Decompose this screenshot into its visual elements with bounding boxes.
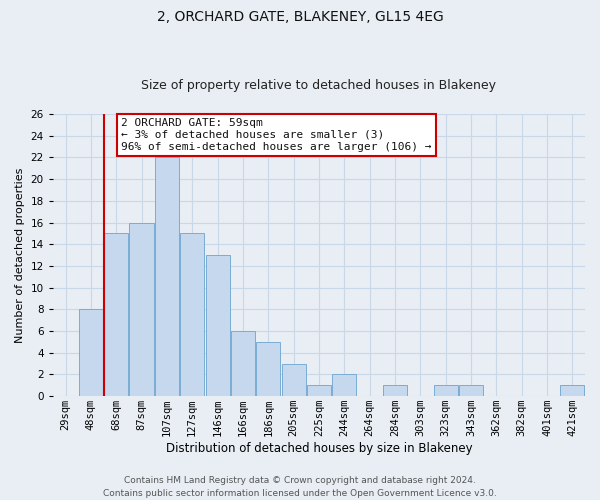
Bar — [307, 386, 331, 396]
Bar — [256, 342, 280, 396]
Bar — [155, 158, 179, 396]
Bar — [383, 386, 407, 396]
Bar — [459, 386, 483, 396]
Bar — [79, 310, 103, 396]
Bar — [231, 331, 255, 396]
Bar — [104, 234, 128, 396]
Bar — [281, 364, 305, 396]
Bar — [130, 222, 154, 396]
Bar — [560, 386, 584, 396]
Bar — [434, 386, 458, 396]
Bar — [332, 374, 356, 396]
Text: 2 ORCHARD GATE: 59sqm
← 3% of detached houses are smaller (3)
96% of semi-detach: 2 ORCHARD GATE: 59sqm ← 3% of detached h… — [121, 118, 432, 152]
Bar — [206, 255, 230, 396]
Text: Contains HM Land Registry data © Crown copyright and database right 2024.
Contai: Contains HM Land Registry data © Crown c… — [103, 476, 497, 498]
Text: 2, ORCHARD GATE, BLAKENEY, GL15 4EG: 2, ORCHARD GATE, BLAKENEY, GL15 4EG — [157, 10, 443, 24]
Y-axis label: Number of detached properties: Number of detached properties — [15, 168, 25, 343]
Title: Size of property relative to detached houses in Blakeney: Size of property relative to detached ho… — [142, 79, 496, 92]
Bar — [180, 234, 204, 396]
X-axis label: Distribution of detached houses by size in Blakeney: Distribution of detached houses by size … — [166, 442, 472, 455]
